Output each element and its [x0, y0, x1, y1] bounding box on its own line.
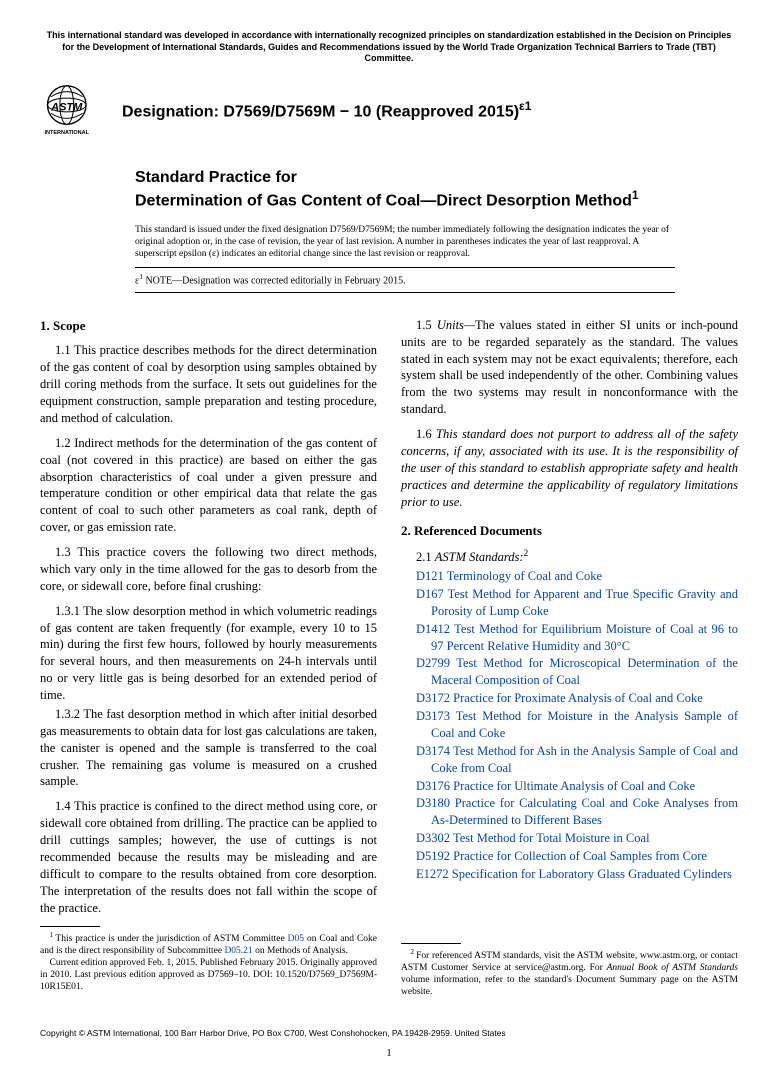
- astm-logo: ASTM INTERNATIONAL: [40, 83, 110, 138]
- reference-item[interactable]: D3176 Practice for Ultimate Analysis of …: [416, 778, 738, 795]
- reference-item[interactable]: D121 Terminology of Coal and Coke: [416, 568, 738, 585]
- references-list: D121 Terminology of Coal and CokeD167 Te…: [401, 568, 738, 883]
- reference-item[interactable]: E1272 Specification for Laboratory Glass…: [416, 866, 738, 883]
- reference-item[interactable]: D3173 Test Method for Moisture in the An…: [416, 708, 738, 742]
- reference-item[interactable]: D167 Test Method for Apparent and True S…: [416, 586, 738, 620]
- footnote-1b: Current edition approved Feb. 1, 2015. P…: [40, 958, 377, 994]
- para-1-6: 1.6 This standard does not purport to ad…: [401, 426, 738, 510]
- footnote-separator-2: [401, 943, 461, 944]
- footnote-2: 2 For referenced ASTM standards, visit t…: [401, 948, 738, 999]
- astm-standards-line: 2.1 ASTM Standards:2: [401, 548, 738, 566]
- footnote-1: 1 This practice is under the jurisdictio…: [40, 931, 377, 958]
- para-1-2: 1.2 Indirect methods for the determinati…: [40, 435, 377, 536]
- title-prefix: Standard Practice for: [135, 168, 738, 188]
- reference-item[interactable]: D3302 Test Method for Total Moisture in …: [416, 830, 738, 847]
- epsilon-note: ε1 NOTE—Designation was corrected editor…: [135, 267, 675, 293]
- svg-text:INTERNATIONAL: INTERNATIONAL: [44, 130, 89, 136]
- para-1-3: 1.3 This practice covers the following t…: [40, 544, 377, 595]
- para-1-5: 1.5 Units—The values stated in either SI…: [401, 317, 738, 418]
- scope-heading: 1. Scope: [40, 317, 377, 335]
- page-number: 1: [40, 1046, 738, 1061]
- para-1-4: 1.4 This practice is confined to the dir…: [40, 798, 377, 916]
- title-main: Determination of Gas Content of Coal—Dir…: [135, 188, 738, 211]
- title-block: Standard Practice for Determination of G…: [135, 168, 738, 211]
- para-1-3-2: 1.3.2 The fast desorption method in whic…: [40, 706, 377, 790]
- reference-item[interactable]: D1412 Test Method for Equilibrium Moistu…: [416, 621, 738, 655]
- issuance-note: This standard is issued under the fixed …: [135, 225, 675, 261]
- reference-item[interactable]: D3180 Practice for Calculating Coal and …: [416, 795, 738, 829]
- copyright: Copyright © ASTM International, 100 Barr…: [40, 1028, 738, 1039]
- reference-item[interactable]: D3174 Test Method for Ash in the Analysi…: [416, 743, 738, 777]
- para-1-3-1: 1.3.1 The slow desorption method in whic…: [40, 603, 377, 704]
- left-column: 1. Scope 1.1 This practice describes met…: [40, 317, 377, 999]
- refdoc-heading: 2. Referenced Documents: [401, 522, 738, 540]
- designation: Designation: D7569/D7569M − 10 (Reapprov…: [122, 98, 531, 123]
- svg-text:ASTM: ASTM: [50, 102, 83, 114]
- para-1-1: 1.1 This practice describes methods for …: [40, 342, 377, 426]
- top-disclaimer: This international standard was develope…: [40, 30, 738, 65]
- reference-item[interactable]: D5192 Practice for Collection of Coal Sa…: [416, 848, 738, 865]
- header-row: ASTM INTERNATIONAL Designation: D7569/D7…: [40, 83, 738, 138]
- reference-item[interactable]: D2799 Test Method for Microscopical Dete…: [416, 655, 738, 689]
- right-column: 1.5 Units—The values stated in either SI…: [401, 317, 738, 999]
- footnote-separator: [40, 926, 100, 927]
- reference-item[interactable]: D3172 Practice for Proximate Analysis of…: [416, 690, 738, 707]
- body-columns: 1. Scope 1.1 This practice describes met…: [40, 317, 738, 999]
